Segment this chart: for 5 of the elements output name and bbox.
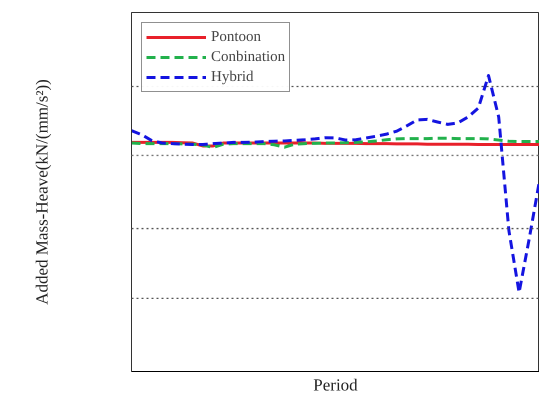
legend-label: Pontoon [211,28,262,46]
y-axis-title: Added Mass-Heave(kN/(mm/s²)) [32,79,52,305]
legend-label: Conbination [211,48,286,66]
legend-label: Hybrid [211,68,254,86]
x-axis-title: Period [313,376,358,394]
